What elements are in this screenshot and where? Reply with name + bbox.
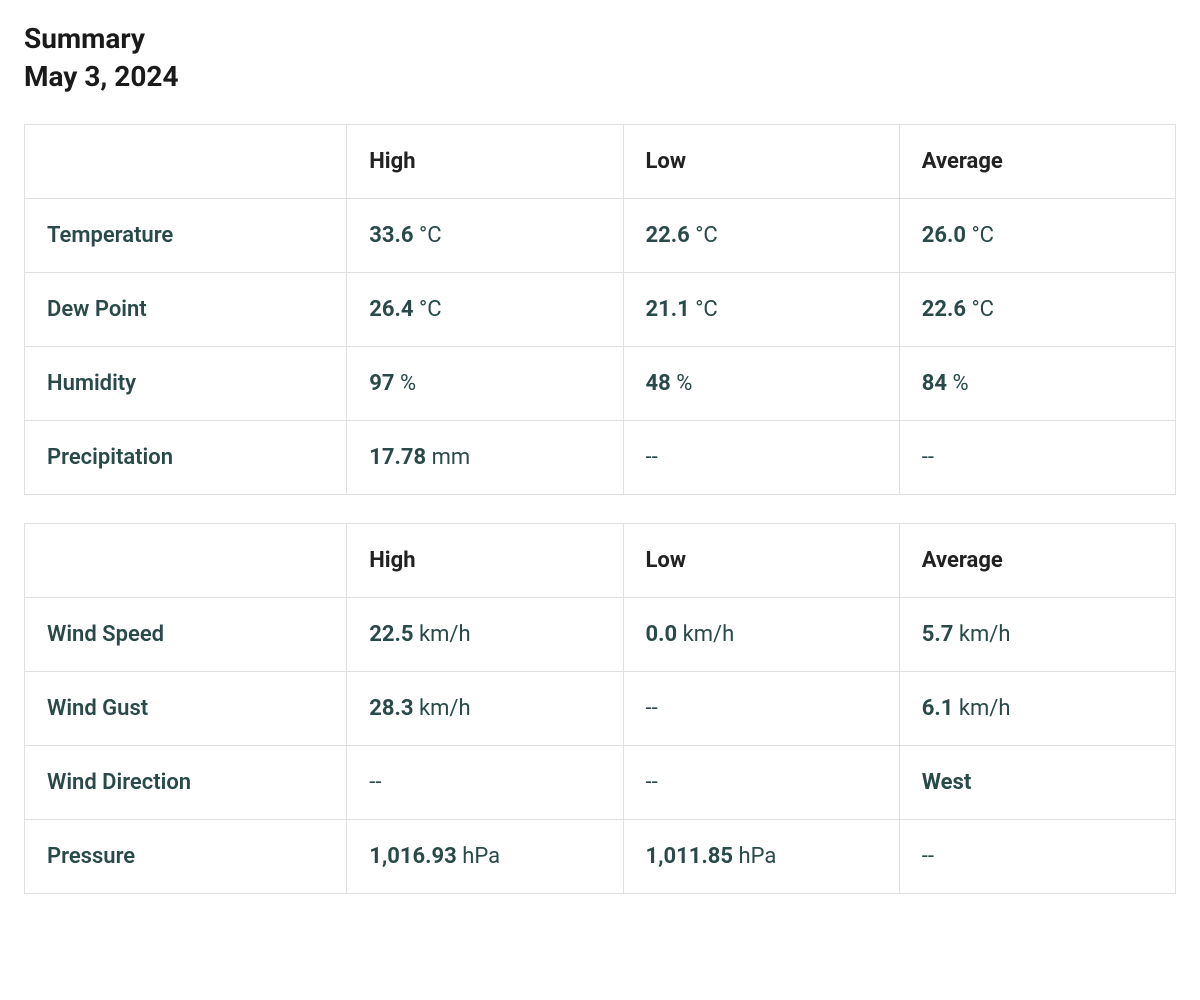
weather-table-2: High Low Average Wind Speed 22.5 km/h 0.… xyxy=(24,523,1176,894)
table-row: Wind Speed 22.5 km/h 0.0 km/h 5.7 km/h xyxy=(25,597,1176,671)
table-row: Temperature 33.6 °C 22.6 °C 26.0 °C xyxy=(25,198,1176,272)
row-label-temperature: Temperature xyxy=(25,198,347,272)
cell-value: West xyxy=(899,745,1175,819)
cell-value: 22.6 °C xyxy=(899,272,1175,346)
cell-value: 48 % xyxy=(623,346,899,420)
row-label-precipitation: Precipitation xyxy=(25,420,347,494)
cell-value: 26.0 °C xyxy=(899,198,1175,272)
cell-value: -- xyxy=(623,745,899,819)
cell-value: 22.5 km/h xyxy=(347,597,623,671)
cell-value: 26.4 °C xyxy=(347,272,623,346)
col-empty xyxy=(25,523,347,597)
row-label-pressure: Pressure xyxy=(25,819,347,893)
table-row: Humidity 97 % 48 % 84 % xyxy=(25,346,1176,420)
col-high: High xyxy=(347,124,623,198)
cell-value: 84 % xyxy=(899,346,1175,420)
table-row: Wind Gust 28.3 km/h -- 6.1 km/h xyxy=(25,671,1176,745)
row-label-winddirection: Wind Direction xyxy=(25,745,347,819)
table-row: Wind Direction -- -- West xyxy=(25,745,1176,819)
cell-value: 21.1 °C xyxy=(623,272,899,346)
row-label-windspeed: Wind Speed xyxy=(25,597,347,671)
cell-value: 28.3 km/h xyxy=(347,671,623,745)
table-row: Dew Point 26.4 °C 21.1 °C 22.6 °C xyxy=(25,272,1176,346)
row-label-dewpoint: Dew Point xyxy=(25,272,347,346)
col-low: Low xyxy=(623,124,899,198)
col-high: High xyxy=(347,523,623,597)
page-date: May 3, 2024 xyxy=(24,58,1176,96)
cell-value: 17.78 mm xyxy=(347,420,623,494)
page-title: Summary xyxy=(24,20,1176,58)
weather-table-1: High Low Average Temperature 33.6 °C 22.… xyxy=(24,124,1176,495)
cell-value: 0.0 km/h xyxy=(623,597,899,671)
cell-value: 33.6 °C xyxy=(347,198,623,272)
row-label-windgust: Wind Gust xyxy=(25,671,347,745)
cell-value: 1,016.93 hPa xyxy=(347,819,623,893)
cell-value: 22.6 °C xyxy=(623,198,899,272)
table-header-row: High Low Average xyxy=(25,124,1176,198)
col-average: Average xyxy=(899,124,1175,198)
table-row: Pressure 1,016.93 hPa 1,011.85 hPa -- xyxy=(25,819,1176,893)
cell-value: 5.7 km/h xyxy=(899,597,1175,671)
col-low: Low xyxy=(623,523,899,597)
cell-value: 6.1 km/h xyxy=(899,671,1175,745)
col-empty xyxy=(25,124,347,198)
row-label-humidity: Humidity xyxy=(25,346,347,420)
table-header-row: High Low Average xyxy=(25,523,1176,597)
cell-value: 97 % xyxy=(347,346,623,420)
cell-value: 1,011.85 hPa xyxy=(623,819,899,893)
summary-header: Summary May 3, 2024 xyxy=(24,20,1176,96)
cell-value: -- xyxy=(899,420,1175,494)
table-row: Precipitation 17.78 mm -- -- xyxy=(25,420,1176,494)
cell-value: -- xyxy=(899,819,1175,893)
col-average: Average xyxy=(899,523,1175,597)
cell-value: -- xyxy=(623,420,899,494)
cell-value: -- xyxy=(623,671,899,745)
cell-value: -- xyxy=(347,745,623,819)
